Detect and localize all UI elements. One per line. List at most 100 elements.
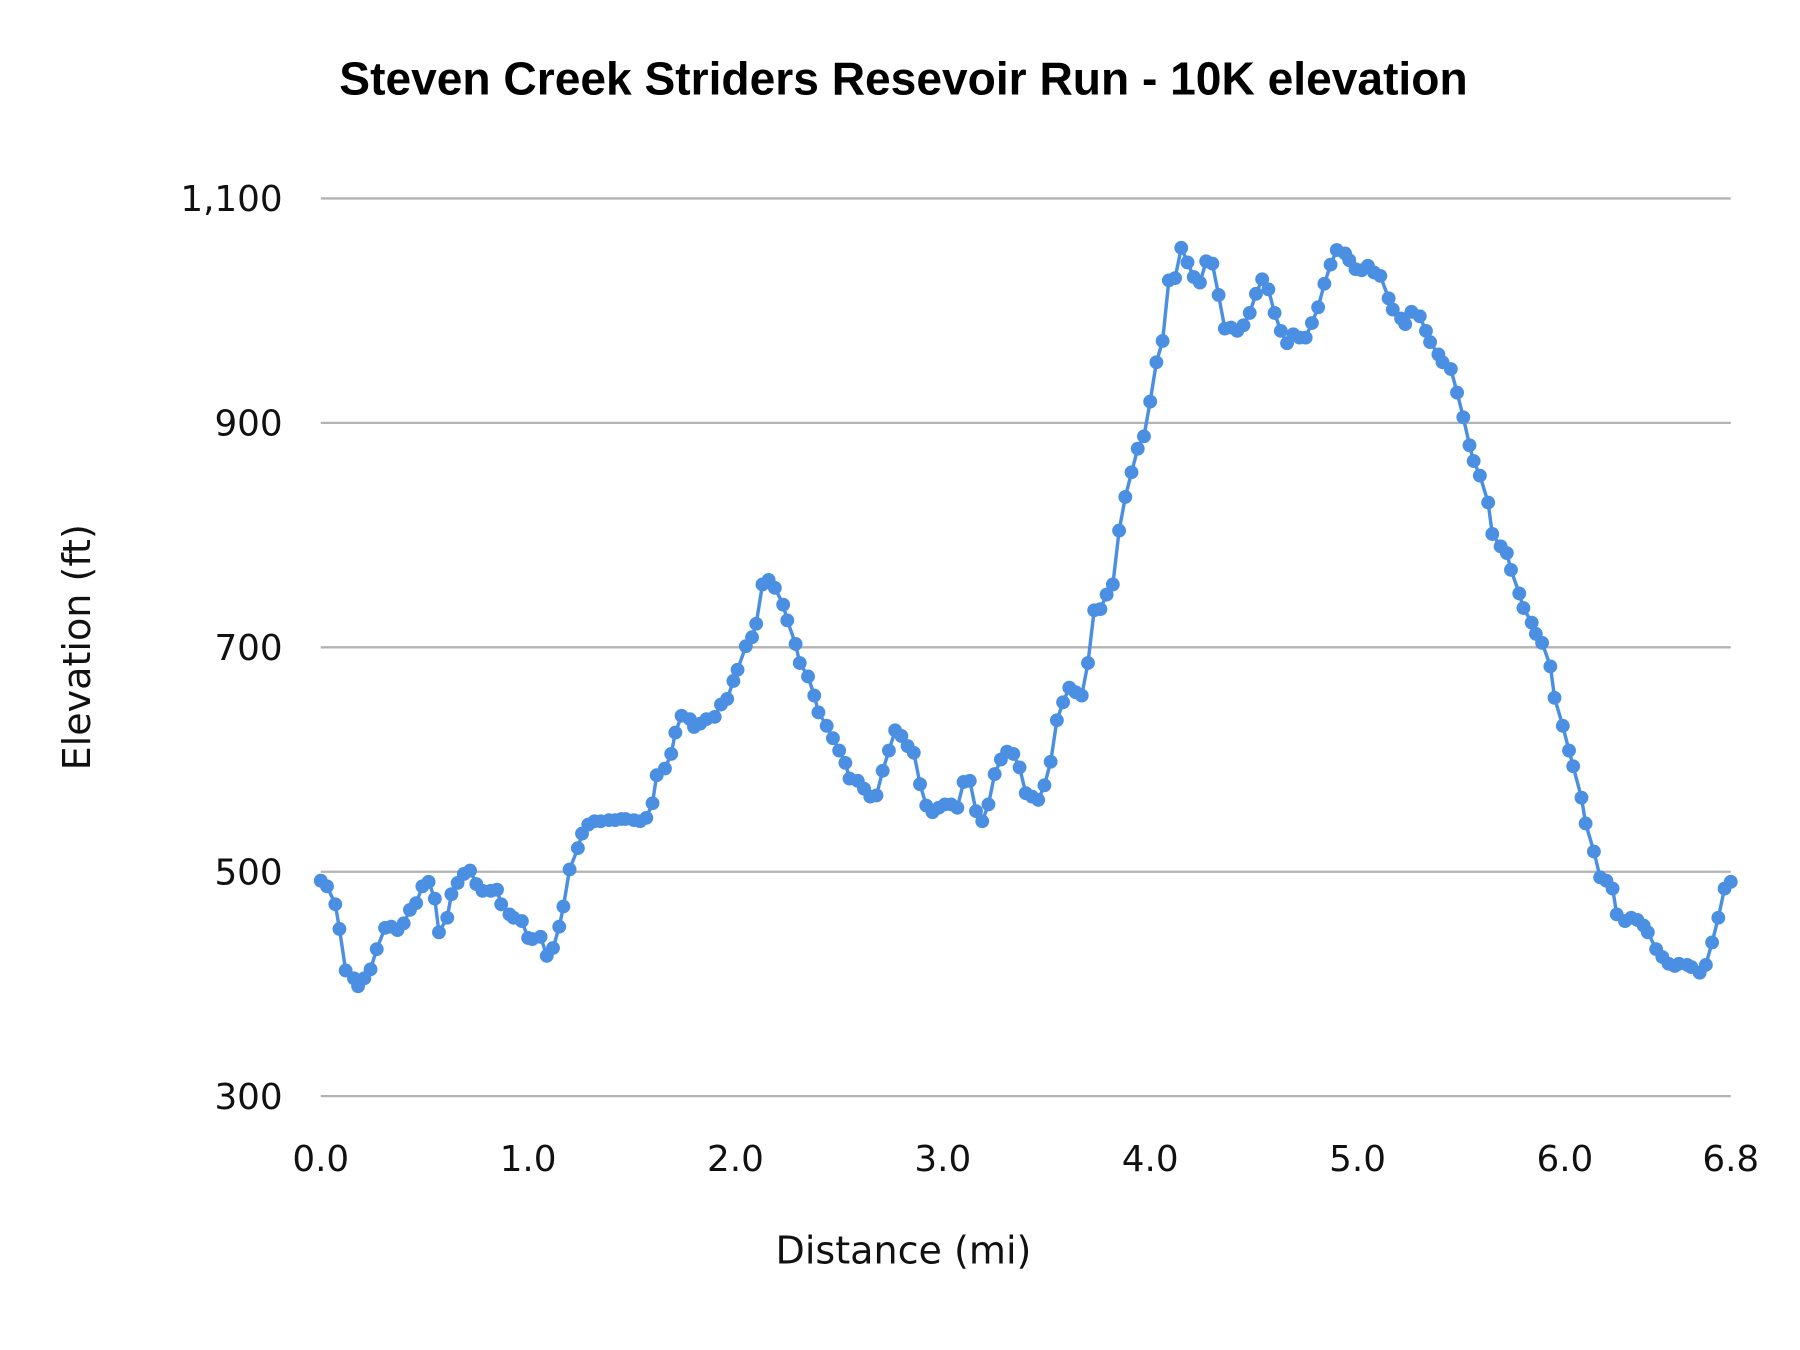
data-point xyxy=(490,882,504,897)
data-point xyxy=(1249,286,1263,301)
data-point xyxy=(875,763,890,778)
data-point xyxy=(1450,385,1464,400)
data-point xyxy=(1049,713,1064,728)
data-point xyxy=(780,613,795,628)
data-point xyxy=(1211,288,1226,302)
y-tick-label: 300 xyxy=(214,1077,282,1118)
data-point xyxy=(788,637,803,651)
data-point xyxy=(1112,523,1127,538)
data-point xyxy=(1385,302,1400,317)
data-point xyxy=(1236,318,1251,333)
data-point xyxy=(838,755,853,770)
data-point xyxy=(552,919,567,934)
data-point xyxy=(1535,635,1550,650)
data-point xyxy=(1137,429,1151,444)
x-tick-label: 1.0 xyxy=(500,1139,557,1180)
data-point xyxy=(514,914,529,929)
data-point xyxy=(832,743,847,758)
data-point xyxy=(1419,323,1433,338)
data-point xyxy=(969,804,983,819)
data-point xyxy=(639,810,654,825)
data-point xyxy=(409,896,424,911)
data-point xyxy=(726,674,741,688)
data-point xyxy=(369,942,384,957)
data-point xyxy=(1512,586,1527,601)
data-point xyxy=(668,725,683,740)
y-tick-label: 1,100 xyxy=(180,179,282,220)
y-tick-label: 700 xyxy=(214,628,282,669)
data-point xyxy=(1093,602,1108,617)
data-point xyxy=(1462,438,1477,453)
x-tick-label: 2.0 xyxy=(707,1139,764,1180)
data-point xyxy=(913,777,927,792)
data-point xyxy=(1317,276,1332,291)
data-point xyxy=(570,841,585,856)
data-point xyxy=(792,656,807,670)
data-point xyxy=(767,580,782,595)
data-point xyxy=(1499,546,1514,560)
data-point xyxy=(1205,256,1220,271)
data-point xyxy=(987,767,1002,782)
data-point xyxy=(1562,743,1576,758)
data-point xyxy=(1130,441,1145,456)
data-point xyxy=(1711,910,1726,925)
data-point xyxy=(1566,759,1581,774)
data-point xyxy=(1149,355,1164,370)
data-point xyxy=(1578,816,1593,831)
data-point xyxy=(1037,778,1052,793)
data-point xyxy=(664,746,679,761)
x-tick-label: 4.0 xyxy=(1122,1139,1179,1180)
x-tick-label: 6.0 xyxy=(1536,1139,1593,1180)
data-point xyxy=(396,916,411,931)
data-point xyxy=(1481,495,1496,510)
data-point xyxy=(1412,309,1427,324)
data-point xyxy=(801,669,815,684)
data-point xyxy=(1261,282,1276,297)
x-tick-label: 5.0 xyxy=(1329,1139,1386,1180)
data-point xyxy=(1193,275,1207,290)
data-point xyxy=(962,773,977,788)
data-point xyxy=(1012,760,1027,775)
data-point xyxy=(421,874,436,889)
data-point xyxy=(1006,746,1021,761)
data-point xyxy=(1031,792,1046,807)
data-point xyxy=(1524,615,1539,630)
data-point xyxy=(1398,317,1413,332)
data-point xyxy=(975,814,990,829)
data-point xyxy=(1298,330,1313,345)
data-point xyxy=(658,761,672,776)
data-point xyxy=(328,897,343,912)
data-point xyxy=(320,879,334,894)
x-tick-label: 3.0 xyxy=(914,1139,971,1180)
data-point xyxy=(881,743,896,758)
data-point xyxy=(1155,334,1170,348)
data-point xyxy=(819,718,834,733)
data-point xyxy=(1466,454,1481,468)
data-point xyxy=(1698,957,1713,972)
data-point xyxy=(427,891,442,906)
data-point xyxy=(1255,272,1270,287)
data-point xyxy=(906,745,921,760)
data-point xyxy=(1304,316,1319,330)
data-point xyxy=(1043,754,1058,769)
data-point xyxy=(811,705,826,720)
gridlines xyxy=(320,197,1731,1098)
data-point xyxy=(1485,527,1500,541)
data-point xyxy=(1423,335,1438,350)
data-point xyxy=(1174,240,1189,255)
data-point xyxy=(494,897,509,912)
data-point xyxy=(562,862,577,877)
data-point xyxy=(1311,300,1326,315)
data-point xyxy=(1099,587,1114,602)
data-point xyxy=(1074,688,1089,703)
data-point xyxy=(363,962,378,977)
series-line xyxy=(319,246,1733,988)
data-point xyxy=(1640,925,1655,940)
data-point xyxy=(1242,305,1257,320)
data-point xyxy=(1705,935,1720,950)
data-point xyxy=(894,729,909,743)
data-point xyxy=(1267,305,1282,320)
data-point xyxy=(776,597,791,612)
data-point xyxy=(1373,268,1388,283)
